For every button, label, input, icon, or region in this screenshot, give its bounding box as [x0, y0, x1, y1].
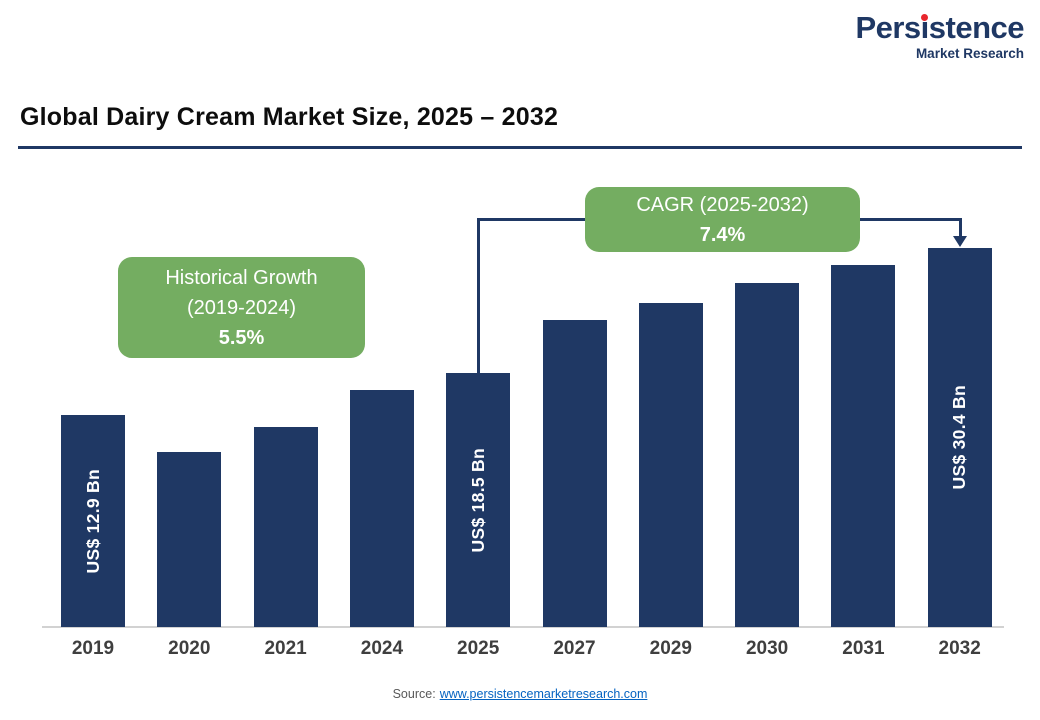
x-axis-label-2025: 2025 [457, 638, 500, 659]
connector-line-from-2025-bar [477, 218, 480, 373]
logo-brand: Persistence [855, 12, 1024, 43]
x-axis-label-2024: 2024 [360, 638, 404, 659]
historical-growth-line2: (2019-2024) [187, 296, 296, 319]
source-label: Source: [392, 687, 436, 701]
logo-brand-text: Persistence [855, 10, 1024, 45]
source-link[interactable]: www.persistencemarketresearch.com [439, 687, 648, 701]
bar-2025: US$ 18.5 Bn [446, 373, 511, 627]
logo-i-dot [921, 14, 929, 21]
bar-2021 [253, 427, 318, 627]
bar-2019: US$ 12.9 Bn [61, 415, 125, 627]
historical-growth-callout: Historical Growth (2019-2024) 5.5% [118, 257, 365, 358]
bar-2030 [735, 283, 800, 627]
chart-title: Global Dairy Cream Market Size, 2025 – 2… [20, 103, 559, 131]
logo-subtitle: Market Research [915, 46, 1024, 61]
bar-value-label-2019: US$ 12.9 Bn [82, 468, 103, 574]
bar-2027 [542, 320, 607, 627]
historical-growth-line1: Historical Growth [165, 266, 318, 289]
cagr-callout: CAGR (2025-2032) 7.4% [585, 187, 860, 252]
bar-2032: US$ 30.4 Bn [927, 248, 992, 627]
bar-value-label-2032: US$ 30.4 Bn [949, 385, 970, 490]
title-underline [18, 146, 1022, 149]
x-axis-label-2030: 2030 [745, 638, 789, 659]
x-axis-label-2029: 2029 [649, 638, 692, 659]
historical-growth-value: 5.5% [218, 326, 265, 349]
x-axis-label-2027: 2027 [553, 638, 596, 659]
connector-line-to-2032-bar [959, 218, 962, 236]
x-axis-label-2020: 2020 [168, 638, 211, 659]
x-axis-label-2032: 2032 [938, 638, 981, 659]
x-axis-label-2019: 2019 [71, 638, 115, 659]
bar-2029 [638, 303, 703, 627]
bar-2024 [349, 390, 414, 627]
bar-2031 [831, 265, 896, 627]
cagr-label: CAGR (2025-2032) [636, 193, 809, 216]
bar-value-label-2025: US$ 18.5 Bn [467, 447, 488, 553]
x-axis-label-2031: 2031 [842, 638, 885, 659]
connector-arrowhead-icon [953, 236, 967, 247]
x-axis-line [42, 626, 1004, 628]
pmr-logo: Persistence Market Research [855, 12, 1024, 61]
bar-2020 [157, 452, 222, 627]
x-axis-label-2021: 2021 [264, 638, 307, 659]
cagr-value: 7.4% [699, 223, 746, 246]
source-line: Source: www.persistencemarketresearch.com [0, 687, 1040, 701]
